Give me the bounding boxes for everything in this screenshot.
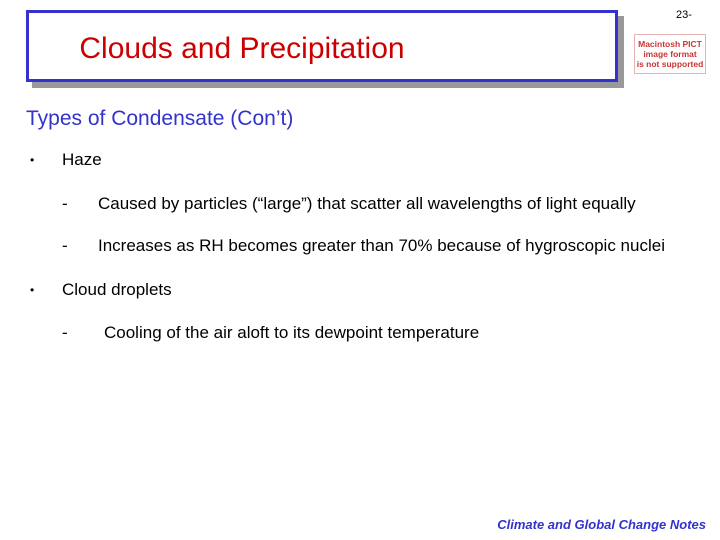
pict-line-2: image format [643,49,697,59]
dash-marker: - [62,323,68,342]
slide-title: Clouds and Precipitation [79,32,405,65]
page-number: 23- [676,9,692,21]
subitem-text: Caused by particles (“large”) that scatt… [98,194,636,213]
bullet-marker: • [30,153,35,167]
bullet-text-cloud-droplets: Cloud droplets [62,280,172,299]
dash-marker: - [62,236,68,255]
subitem-text: Increases as RH becomes greater than 70%… [98,236,665,255]
bullet-text-haze: Haze [62,150,102,169]
pict-line-1: Macintosh PICT [638,39,702,49]
unsupported-image-placeholder: Macintosh PICT image format is not suppo… [634,34,706,74]
section-heading: Types of Condensate (Con’t) [26,107,294,130]
title-box: Clouds and Precipitation [26,10,618,82]
bullet-marker: • [30,283,35,297]
subitem-text: Cooling of the air aloft to its dewpoint… [104,323,480,342]
pict-line-3: is not supported [636,59,704,69]
dash-marker: - [62,194,68,213]
footer-note: Climate and Global Change Notes [497,517,706,532]
